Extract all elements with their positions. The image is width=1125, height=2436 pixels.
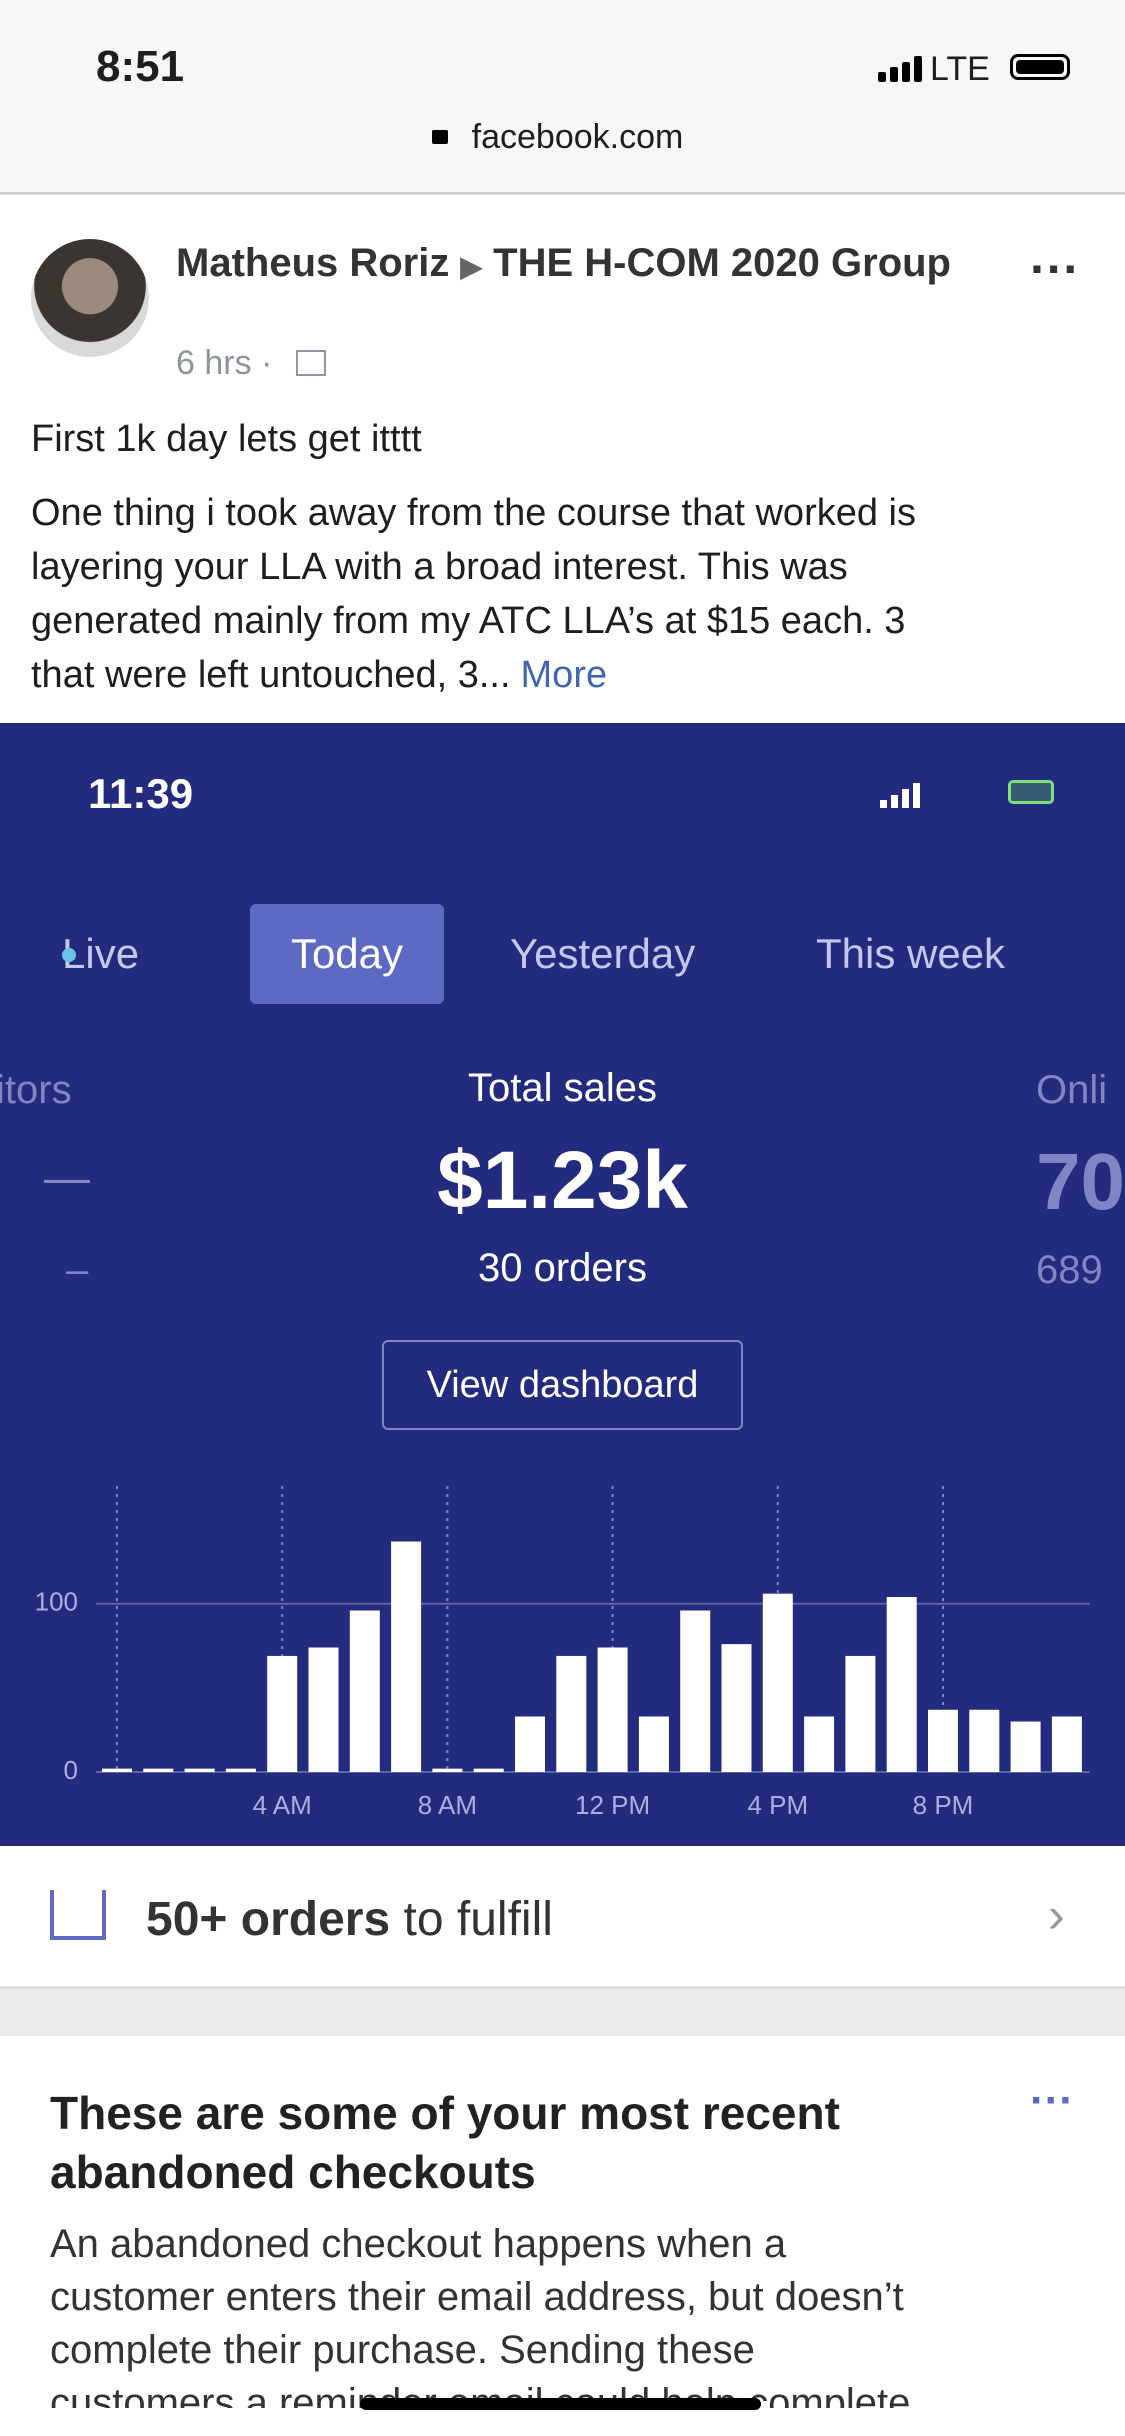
right-value: 70: [1036, 1137, 1125, 1226]
right-label: Onli: [1036, 1068, 1108, 1112]
bar: [308, 1647, 339, 1772]
bar: [556, 1655, 587, 1772]
bar: [969, 1709, 1000, 1772]
fulfill-rest: to fulfill: [403, 1893, 553, 1946]
bar: [762, 1593, 793, 1772]
tab[interactable]: Today: [250, 904, 444, 1004]
card-more[interactable]: ···: [1030, 2076, 1074, 2125]
audience-icon: [296, 350, 326, 376]
x-tick-label: 4 AM: [253, 1790, 312, 1820]
home-indicator: [360, 2398, 761, 2410]
group[interactable]: THE H-COM 2020 Group: [493, 241, 951, 285]
top-bar: [0, 0, 1125, 195]
post-body-line: generated mainly from my ATC LLA’s at $1…: [31, 600, 906, 642]
view-dashboard-button[interactable]: View dashboard: [382, 1340, 743, 1430]
network-label: LTE: [930, 50, 990, 88]
bar: [184, 1768, 215, 1772]
post-body-line: that were left untouched, 3... More: [31, 654, 608, 696]
gap: [0, 1989, 1125, 2036]
left-label: itors: [0, 1068, 72, 1112]
status-time: 8:51: [96, 42, 185, 91]
fulfill-text: 50+ orders to fulfill: [146, 1892, 553, 1947]
live-dot: [62, 948, 76, 962]
card-body-line: An abandoned checkout happens when a: [50, 2222, 787, 2266]
see-more[interactable]: More: [520, 654, 608, 696]
avatar[interactable]: [31, 239, 149, 357]
tab[interactable]: Live: [62, 930, 140, 977]
bar: [721, 1644, 752, 1772]
post-headline: First 1k day lets get itttt: [31, 418, 422, 460]
left-value: —: [44, 1151, 90, 1203]
tabs: Live Today Yesterday This week: [0, 904, 1125, 1004]
card-body-line: customer enters their email address, but…: [50, 2275, 904, 2319]
battery-icon: [1010, 54, 1070, 80]
right-sub: 689: [1036, 1248, 1103, 1292]
tab[interactable]: Yesterday: [510, 930, 696, 977]
post-author-line: Matheus Roriz ▶ THE H-COM 2020 Group: [176, 238, 976, 292]
fulfill-count: 50+ orders: [146, 1893, 391, 1946]
bar: [845, 1655, 876, 1772]
card-body: An abandoned checkout happens when a cust…: [50, 2218, 910, 2408]
stat-orders: 30 orders: [478, 1246, 647, 1290]
card-body-line: complete their purchase. Sending these: [50, 2328, 755, 2372]
arrow: ▶: [460, 251, 483, 282]
signal-icon: [878, 56, 922, 82]
card-title: These are some of your most recent abando…: [50, 2084, 840, 2202]
embed-status-icons: [880, 778, 1080, 808]
chevron: ›: [1048, 1887, 1065, 1943]
bar: [102, 1768, 132, 1772]
y-tick-label: 100: [35, 1587, 78, 1617]
bar: [804, 1716, 835, 1772]
url[interactable]: facebook.com: [471, 118, 684, 156]
bar: [886, 1597, 917, 1772]
tab[interactable]: This week: [816, 930, 1006, 977]
bar: [225, 1768, 256, 1772]
stat-value: $1.23k: [437, 1135, 688, 1226]
bar: [143, 1768, 174, 1772]
post-body-line: One thing i took away from the course th…: [31, 492, 916, 534]
bar: [928, 1709, 958, 1772]
fulfill-row[interactable]: [0, 1846, 1125, 1989]
post-body-line: layering your LLA with a broad interest.…: [31, 546, 848, 588]
post-time: 6 hrs ·: [176, 344, 273, 382]
bar: [473, 1768, 504, 1772]
chart: 4 AM 8 AM 12 PM 4 PM 8 PM 0 100: [35, 1486, 1090, 1820]
bar: [391, 1541, 422, 1772]
x-tick-label: 8 PM: [913, 1790, 974, 1820]
bar: [267, 1655, 298, 1772]
lock-icon: [432, 130, 448, 144]
embed-status-time: 11:39: [88, 770, 194, 817]
x-tick-label: 4 PM: [747, 1790, 808, 1820]
x-tick-label: 12 PM: [575, 1790, 650, 1820]
card-title-line: These are some of your most recent: [50, 2087, 840, 2139]
fulfill-icon: [50, 1890, 106, 1940]
card-title-line: abandoned checkouts: [50, 2146, 536, 2198]
author[interactable]: Matheus Roriz: [176, 241, 450, 285]
more-options[interactable]: ···: [1030, 241, 1080, 297]
stat-title: Total sales: [468, 1066, 657, 1110]
bar: [515, 1716, 545, 1772]
y-tick-label: 0: [64, 1755, 78, 1785]
post-body: One thing i took away from the course th…: [31, 486, 916, 702]
bar: [1010, 1721, 1041, 1772]
bar: [1051, 1716, 1082, 1772]
x-tick-label: 8 AM: [418, 1790, 477, 1820]
bar: [638, 1716, 669, 1772]
bar: [597, 1647, 628, 1772]
left-sub: –: [66, 1248, 89, 1292]
bar: [349, 1610, 380, 1772]
bar: [680, 1610, 711, 1772]
bar: [432, 1768, 463, 1772]
